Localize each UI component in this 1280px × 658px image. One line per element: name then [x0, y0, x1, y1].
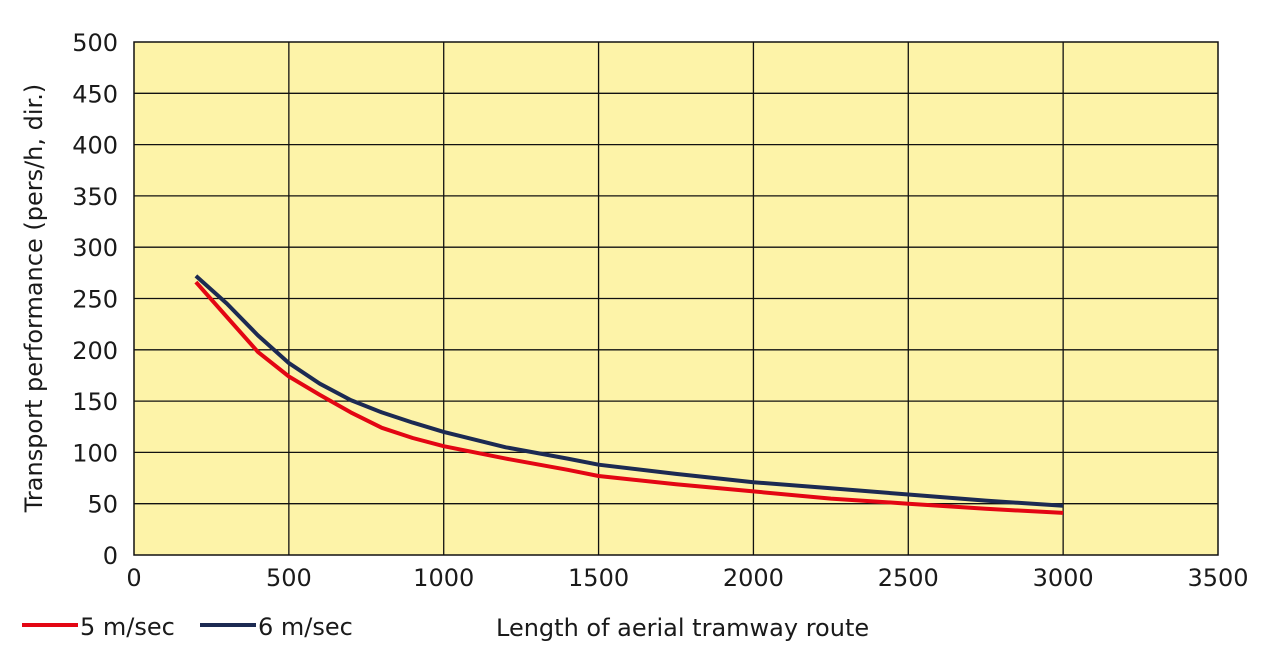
y-tick-label: 400	[72, 132, 118, 160]
legend-label-2: 6 m/sec	[258, 613, 353, 641]
x-tick-label: 2500	[878, 564, 939, 592]
x-tick-labels: 0 500 1000 1500 2000 2500 3000 3500	[126, 564, 1248, 592]
y-tick-label: 200	[72, 337, 118, 365]
series-line-2	[194, 274, 1064, 508]
x-tick-label: 1500	[568, 564, 629, 592]
x-tick-label: 0	[126, 564, 141, 592]
y-tick-label: 100	[72, 439, 118, 467]
series-line-1	[194, 280, 1064, 515]
grid	[134, 42, 1218, 555]
y-tick-label: 50	[87, 491, 118, 519]
y-tick-label: 250	[72, 286, 118, 314]
x-axis-title: Length of aerial tramway route	[496, 614, 869, 642]
x-tick-label: 3500	[1187, 564, 1248, 592]
x-tick-label: 3000	[1033, 564, 1094, 592]
y-tick-label: 0	[103, 542, 118, 570]
y-axis-title: Transport performance (pers/h, dir.)	[20, 84, 48, 513]
y-tick-label: 350	[72, 183, 118, 211]
x-tick-label: 500	[266, 564, 312, 592]
x-tick-label: 1000	[413, 564, 474, 592]
y-tick-labels: 0 50 100 150 200 250 300 350 400 450 500	[72, 29, 118, 570]
series-lines	[194, 274, 1064, 515]
y-tick-label: 150	[72, 388, 118, 416]
y-tick-label: 500	[72, 29, 118, 57]
legend-label-1: 5 m/sec	[80, 613, 175, 641]
y-tick-label: 450	[72, 80, 118, 108]
x-tick-label: 2000	[723, 564, 784, 592]
legend: 5 m/sec 6 m/sec	[22, 613, 353, 641]
y-tick-label: 300	[72, 234, 118, 262]
plot-frame	[133, 41, 1219, 556]
